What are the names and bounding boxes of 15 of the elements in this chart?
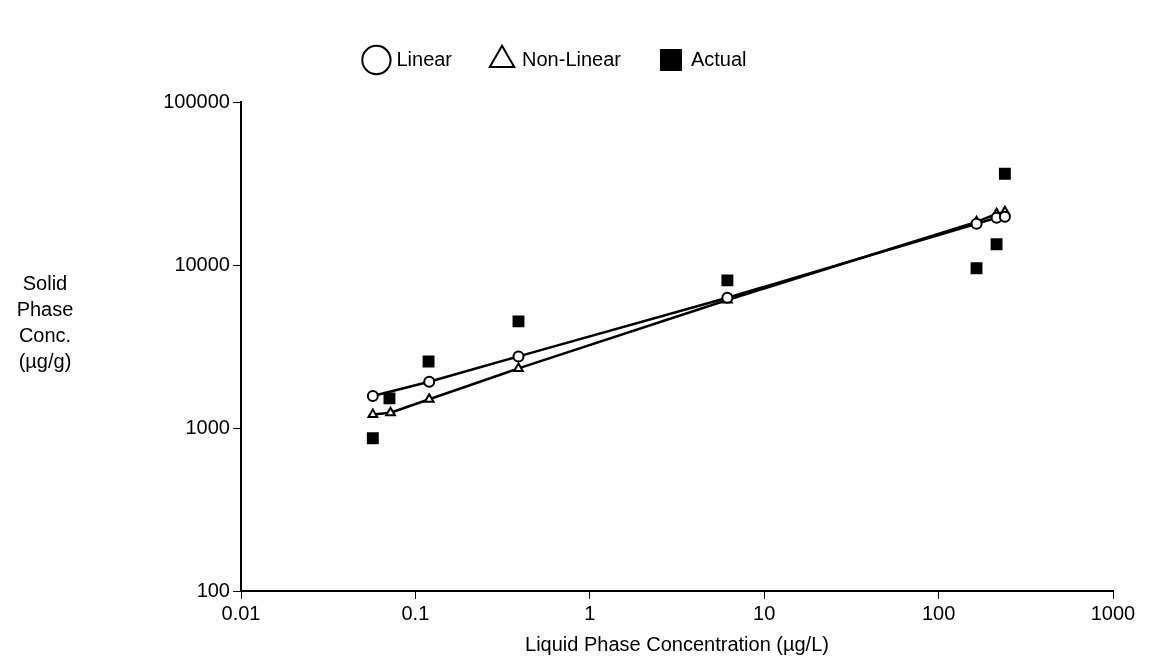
x-tick-label: 1000 bbox=[1090, 601, 1136, 624]
y-tick-label: 10000 bbox=[174, 252, 230, 275]
y-axis-title: Solid Phase Conc. (µg/g) bbox=[15, 271, 75, 374]
x-tick-label: 10 bbox=[753, 601, 776, 624]
x-axis-title: Liquid Phase Concentration (µg/L) bbox=[525, 632, 829, 655]
x-tick-label: 0.01 bbox=[221, 601, 261, 624]
y-tick-label: 1000 bbox=[185, 415, 230, 438]
x-tick-label: 100 bbox=[921, 601, 956, 624]
x-tick-label: 0.1 bbox=[401, 601, 430, 624]
x-tick-label: 1 bbox=[584, 601, 596, 624]
y-tick-label: 100000 bbox=[163, 89, 230, 112]
legend-label: Non-Linear bbox=[522, 47, 622, 70]
y-tick-label: 100 bbox=[196, 578, 230, 601]
legend-label: Actual bbox=[690, 47, 747, 70]
legend-label: Linear bbox=[396, 47, 453, 70]
